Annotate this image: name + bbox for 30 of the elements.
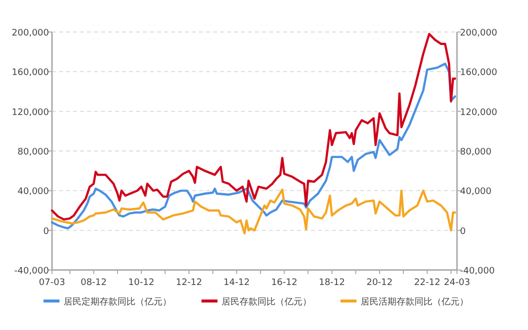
y-tick-label: 200,000 <box>12 28 50 38</box>
x-tick-label: 14-12 <box>224 278 250 288</box>
y-tick-label: -40,000 <box>14 266 50 276</box>
x-tick-label: 07-03 <box>38 278 66 288</box>
y2-tick-label: 120,000 <box>460 108 498 118</box>
y-tick-label: 80,000 <box>18 148 50 158</box>
y-tick-label: 160,000 <box>12 68 50 78</box>
y-tick-label: 40,000 <box>18 187 50 198</box>
x-tick-label: 12-12 <box>176 278 202 288</box>
legend-label: 居民存款同比（亿元） <box>222 296 312 308</box>
y2-tick-label: 200,000 <box>460 28 498 38</box>
line-series <box>50 32 456 221</box>
x-tick-label: 24-03 <box>444 278 470 288</box>
x-tick-label: 22-12 <box>414 278 440 288</box>
legend-label: 居民定期存款同比（亿元） <box>64 296 172 308</box>
x-tick-label: 20-12 <box>366 278 393 288</box>
line-series <box>50 62 456 230</box>
y2-tick-label: 40,000 <box>460 187 492 198</box>
y2-tick-label: 80,000 <box>460 148 492 158</box>
x-tick-label: 18-12 <box>318 278 346 288</box>
x-tick-label: 16-12 <box>271 278 298 288</box>
y2-tick-label: 0 <box>460 226 466 237</box>
line-series <box>50 188 456 234</box>
y2-tick-label: 160,000 <box>460 68 498 78</box>
legend-label: 居民活期存款同比（亿元） <box>360 296 468 308</box>
y-tick-label: 0 <box>43 226 50 237</box>
x-tick-label: 08-12 <box>80 278 107 288</box>
x-tick-label: 10-12 <box>128 278 154 288</box>
y-tick-label: 120,000 <box>12 108 50 118</box>
y2-tick-label: -40,000 <box>460 266 496 276</box>
